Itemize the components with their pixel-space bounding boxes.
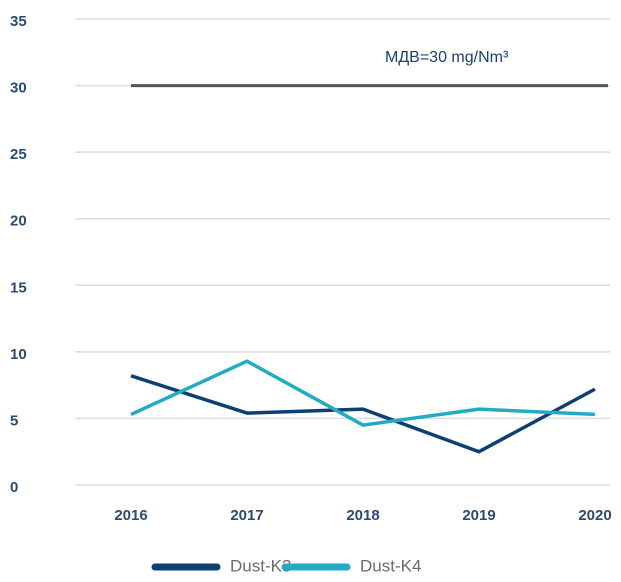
y-tick-label: 0 [10,479,18,496]
x-tick-label: 2018 [346,507,379,524]
y-tick-label: 35 [10,13,27,30]
x-tick-label: 2019 [462,507,495,524]
y-tick-label: 15 [10,279,27,296]
y-tick-label: 20 [10,213,27,230]
reference-label: МДВ=30 mg/Nm³ [385,49,509,66]
x-tick-label: 2017 [230,507,263,524]
y-tick-label: 5 [10,412,18,429]
x-tick-label: 2016 [114,507,147,524]
legend-label: Dust-K3 [230,556,291,575]
series-line [130,374,596,454]
y-tick-label: 10 [10,346,27,363]
y-tick-label: 30 [10,80,27,97]
x-tick-label: 2020 [578,507,611,524]
legend-label: Dust-K4 [360,556,421,575]
y-tick-label: 25 [10,146,27,163]
series-line [130,359,596,427]
